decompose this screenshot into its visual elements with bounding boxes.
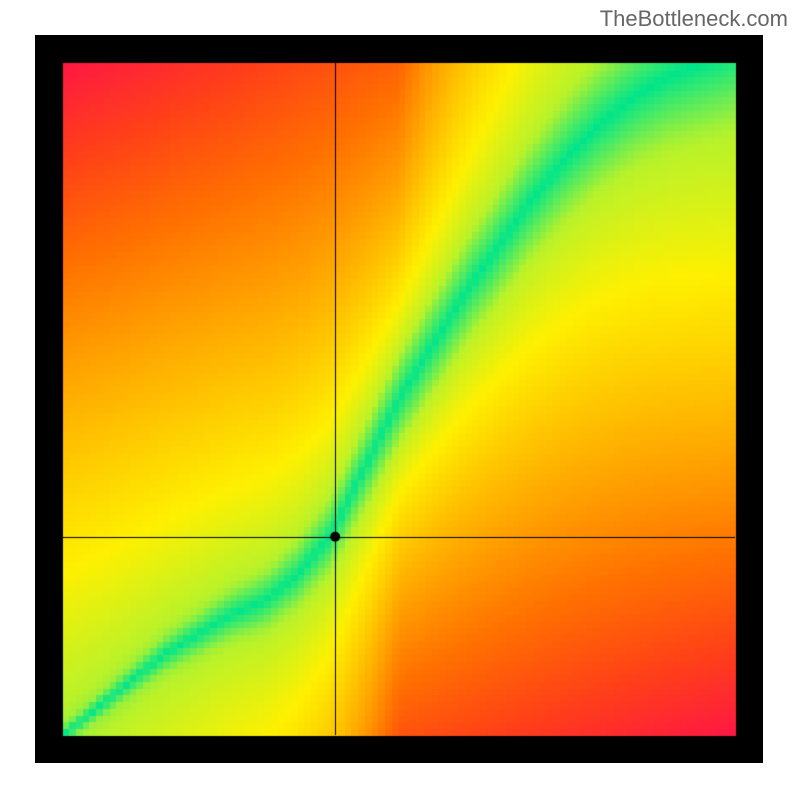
heatmap-canvas xyxy=(35,35,763,763)
watermark-text: TheBottleneck.com xyxy=(600,6,788,32)
bottleneck-heatmap xyxy=(35,35,763,763)
